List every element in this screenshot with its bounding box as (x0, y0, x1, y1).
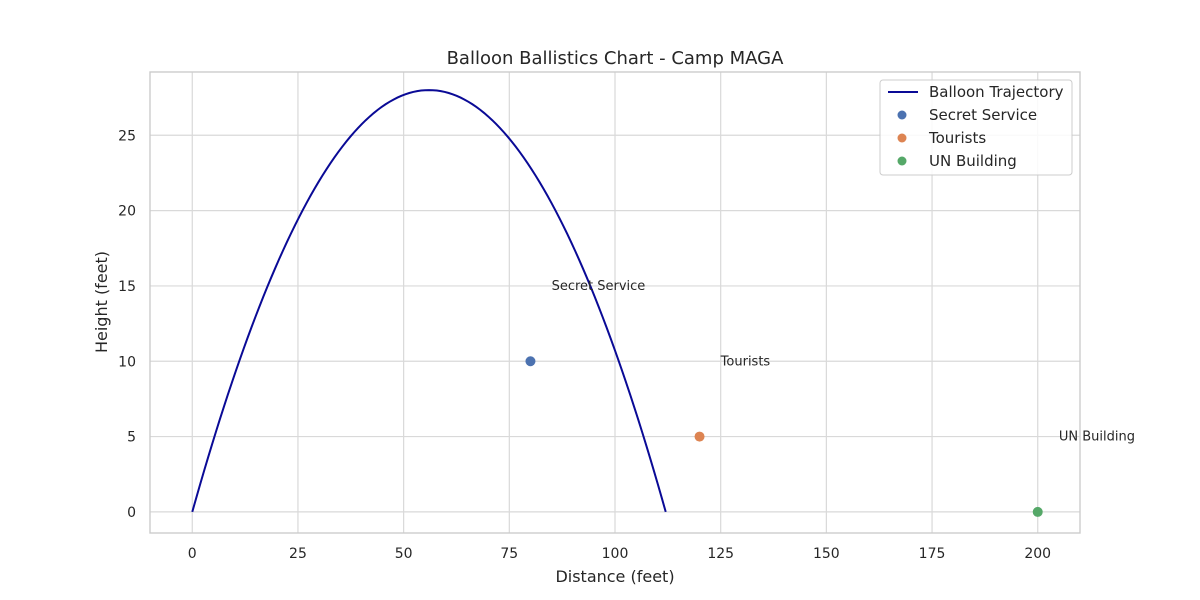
legend-marker-secret-service (897, 110, 907, 120)
series-layer (191, 89, 1043, 517)
chart-title: Balloon Ballistics Chart - Camp MAGA (447, 48, 785, 69)
plot-frame (149, 71, 1081, 534)
annotation-secret-service: Secret Service (552, 279, 646, 294)
legend-marker-un-building (897, 156, 907, 166)
annotation-un-building: UN Building (1059, 430, 1135, 445)
x-axis-label: Distance (feet) (555, 567, 674, 586)
legend: Balloon Trajectory Secret Service Touris… (879, 79, 1073, 176)
x-tick-label: 200 (1024, 546, 1051, 562)
annotation-layer: Secret Service Tourists UN Building (552, 279, 1135, 445)
annotation-tourists: Tourists (720, 354, 771, 369)
point-un-building (1032, 506, 1043, 517)
y-tick-label: 5 (127, 430, 136, 446)
legend-label-secret-service: Secret Service (929, 106, 1037, 124)
y-tick-label: 0 (127, 505, 136, 521)
x-tick-label: 75 (500, 546, 518, 562)
x-tick-label: 100 (602, 546, 629, 562)
x-tick-label: 0 (188, 546, 197, 562)
point-secret-service (525, 356, 536, 367)
x-tick-label: 25 (289, 546, 307, 562)
y-axis-label: Height (feet) (92, 251, 111, 353)
legend-label-tourists: Tourists (928, 129, 986, 147)
trajectory-line (191, 89, 667, 513)
x-tick-label: 125 (707, 546, 734, 562)
point-tourists (694, 431, 705, 442)
y-tick-label: 10 (118, 354, 136, 370)
legend-label-un-building: UN Building (929, 152, 1017, 170)
legend-marker-tourists (897, 133, 907, 143)
x-tick-label: 175 (919, 546, 946, 562)
y-tick-label: 20 (118, 204, 136, 220)
x-tick-label: 150 (813, 546, 840, 562)
x-tick-label: 50 (395, 546, 413, 562)
legend-label-trajectory: Balloon Trajectory (929, 83, 1064, 101)
legend-box (879, 79, 1073, 176)
y-tick-label: 25 (118, 128, 136, 144)
tick-layer: 0 25 50 75 100 125 150 175 200 0 5 10 15 20 25 (118, 128, 1051, 562)
y-tick-label: 15 (118, 279, 136, 295)
grid-layer (150, 72, 1080, 533)
